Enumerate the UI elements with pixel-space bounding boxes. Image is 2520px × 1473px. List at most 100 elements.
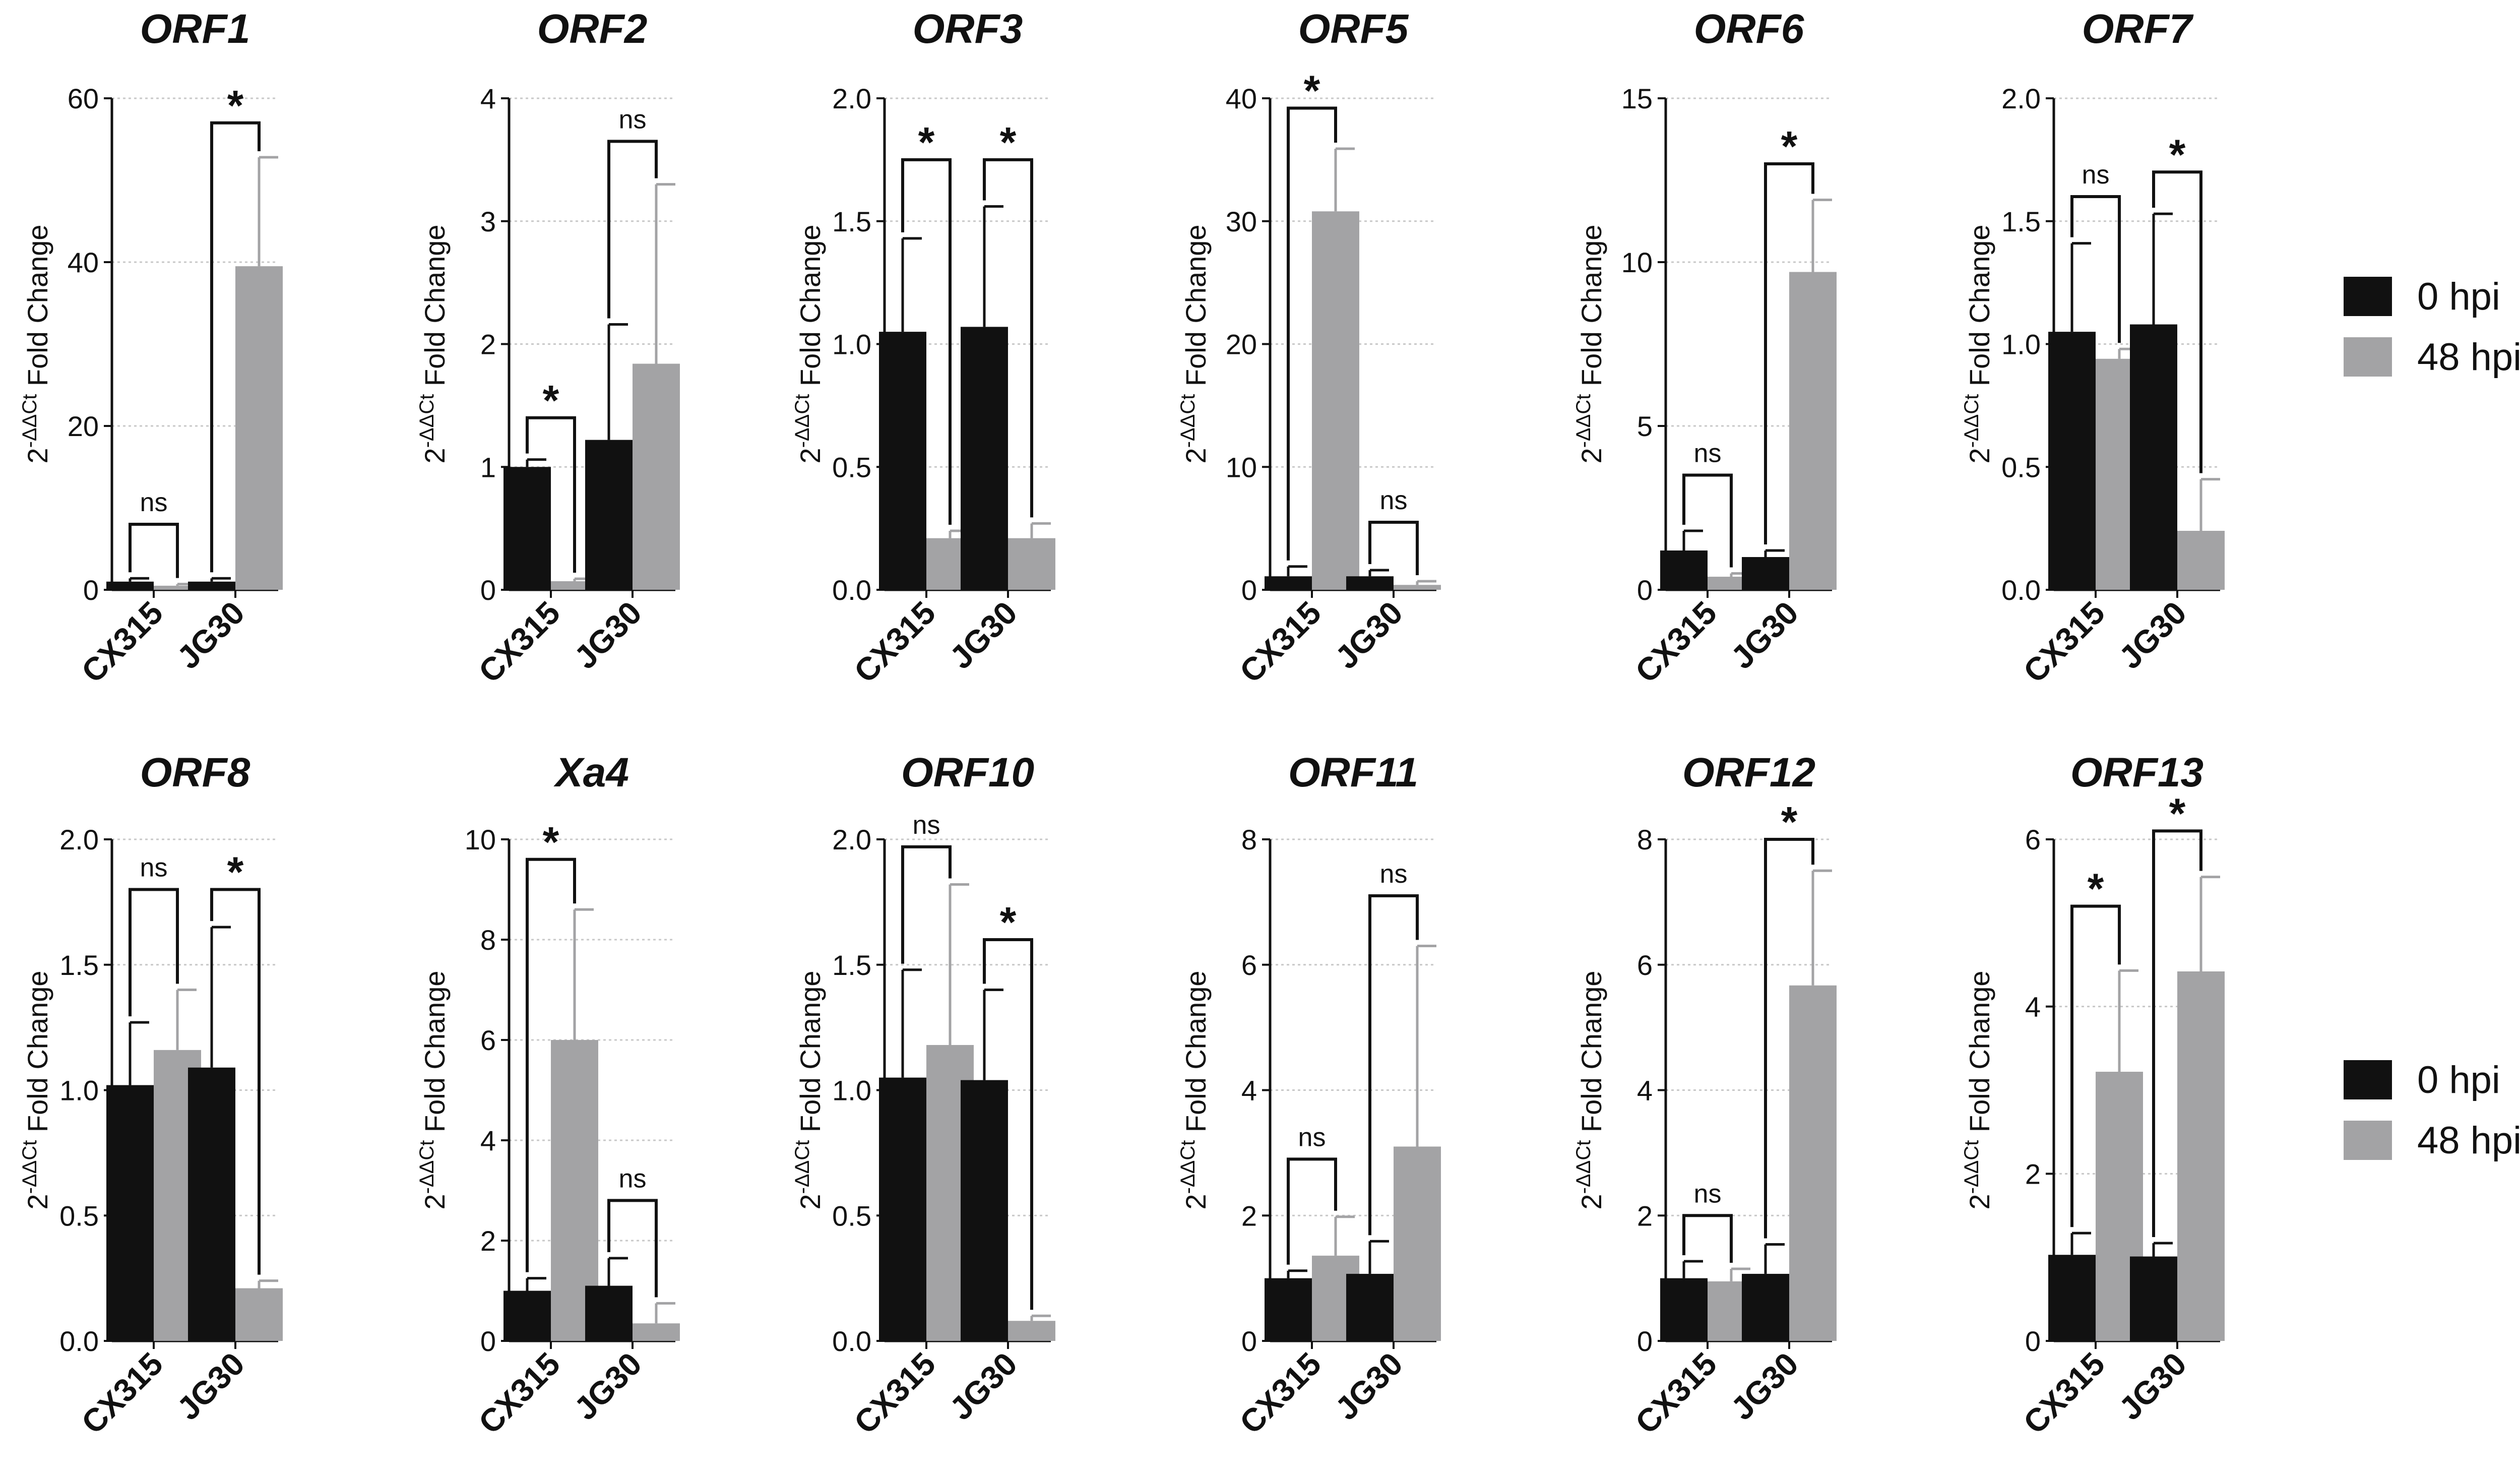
bar-cx315-0hpi: [106, 1085, 154, 1341]
significance-bracket: [1368, 894, 1419, 1236]
significance-label: ns: [913, 811, 940, 840]
bar-cx315-0hpi: [2048, 1255, 2096, 1341]
significance-bracket: [210, 121, 261, 573]
significance-label: *: [2088, 865, 2104, 912]
y-tick-label: 5: [1637, 410, 1653, 442]
significance-label: *: [227, 82, 244, 129]
significance-label: *: [227, 848, 244, 896]
y-axis-label-superscript: -ΔΔCt: [1177, 394, 1199, 448]
y-axis-label: 2-ΔΔCt Fold Change: [1961, 224, 1995, 463]
panel-orf6: ORF6 0 5 10 15 2-ΔΔCt Fold Change ns CX315 * JG30: [1572, 6, 1837, 690]
legend-label-48hpi: 48 hpi: [2417, 1119, 2520, 1162]
y-axis-label-base: 2: [22, 1194, 53, 1209]
significance-label: *: [1000, 898, 1017, 946]
bar-jg30-48hpi: [1789, 272, 1837, 590]
significance-label: ns: [140, 488, 168, 517]
chart-title: ORF7: [2082, 6, 2194, 52]
y-axis-label-superscript: -ΔΔCt: [1961, 394, 1983, 448]
y-tick-label: 1.5: [59, 949, 99, 981]
category-label: CX315: [75, 594, 170, 690]
y-tick-label: 2: [1637, 1200, 1653, 1232]
significance-bracket: [1368, 520, 1419, 575]
y-axis-label: 2-ΔΔCt Fold Change: [416, 970, 451, 1209]
bar-jg30-0hpi: [1346, 1273, 1394, 1341]
y-tick-label: 0.5: [59, 1200, 99, 1232]
chart-title: ORF1: [140, 6, 250, 52]
significance-label: ns: [619, 1164, 647, 1193]
bar-jg30-0hpi: [585, 440, 633, 590]
category-label: JG30: [170, 1345, 251, 1427]
category-label: CX315: [1628, 594, 1724, 690]
y-tick-label: 4: [1241, 1075, 1257, 1107]
category-label: CX315: [2017, 594, 2112, 690]
y-tick-label: 1.0: [2001, 329, 2041, 360]
y-tick-label: 2: [480, 1225, 496, 1257]
significance-label: ns: [140, 853, 168, 883]
bar-cx315-0hpi: [503, 467, 551, 590]
y-tick-label: 0.0: [832, 1325, 871, 1357]
y-axis-label-base: 2: [1576, 448, 1607, 463]
category-label: CX315: [2017, 1345, 2112, 1441]
bar-cx315-0hpi: [1265, 1278, 1312, 1341]
y-axis-label-base: 2: [1964, 1194, 1995, 1209]
y-tick-label: 1.5: [832, 206, 871, 237]
y-axis-label-superscript: -ΔΔCt: [19, 1140, 41, 1194]
y-tick-label: 60: [68, 83, 99, 114]
y-tick-label: 0.5: [2001, 451, 2041, 483]
y-tick-label: 6: [2025, 824, 2041, 855]
legend-swatch-48hpi: [2344, 1121, 2392, 1160]
y-tick-label: 0.0: [59, 1325, 99, 1357]
bar-jg30-0hpi: [1742, 1273, 1789, 1341]
category-label: JG30: [567, 594, 649, 676]
y-axis-label-text: Fold Change: [1180, 224, 1212, 394]
bar-cx315-0hpi: [503, 1291, 551, 1341]
category-label: JG30: [942, 594, 1024, 676]
y-axis-label-superscript: -ΔΔCt: [1572, 1140, 1595, 1194]
significance-bracket: [210, 888, 261, 1275]
y-tick-label: 0: [83, 574, 99, 606]
y-tick-label: 2.0: [832, 824, 871, 855]
significance-bracket: [2152, 170, 2202, 473]
y-tick-label: 1: [480, 451, 496, 483]
category-label: JG30: [2112, 594, 2193, 676]
y-axis-label-text: Fold Change: [22, 224, 53, 394]
y-axis-label-base: 2: [794, 1194, 826, 1209]
y-axis-label: 2-ΔΔCt Fold Change: [1177, 224, 1212, 463]
bar-jg30-0hpi: [188, 581, 235, 590]
y-axis-label-base: 2: [1964, 448, 1995, 463]
bar-jg30-48hpi: [633, 1323, 680, 1341]
bar-jg30-48hpi: [1008, 538, 1055, 590]
significance-label: *: [918, 118, 935, 166]
category-label: JG30: [567, 1345, 649, 1427]
y-axis-label-superscript: -ΔΔCt: [416, 394, 438, 448]
y-tick-label: 1.5: [2001, 206, 2041, 237]
significance-bracket: [1682, 1214, 1733, 1263]
bar-cx315-48hpi: [1312, 211, 1359, 590]
y-axis-label: 2-ΔΔCt Fold Change: [1572, 224, 1607, 463]
significance-bracket: [526, 857, 576, 1272]
y-tick-label: 0: [480, 574, 496, 606]
significance-label: ns: [619, 105, 647, 134]
y-axis-label-base: 2: [419, 448, 451, 463]
y-tick-label: 2: [1241, 1200, 1257, 1232]
y-tick-label: 0: [1637, 574, 1653, 606]
legend-label-0hpi: 0 hpi: [2417, 275, 2500, 318]
category-label: CX315: [847, 594, 942, 690]
y-axis-label-superscript: -ΔΔCt: [1961, 1140, 1983, 1194]
panel-orf1: ORF1 0 20 40 60 2-ΔΔCt Fold Change ns CX315 * JG3…: [19, 6, 283, 690]
bar-jg30-48hpi: [1394, 585, 1441, 590]
category-label: JG30: [170, 594, 251, 676]
y-axis-label: 2-ΔΔCt Fold Change: [1177, 970, 1212, 1209]
bar-jg30-48hpi: [633, 363, 680, 590]
chart-title: ORF10: [901, 750, 1034, 795]
y-tick-label: 40: [68, 247, 99, 278]
y-tick-label: 10: [465, 824, 496, 855]
y-tick-label: 1.5: [832, 949, 871, 981]
panel-orf10: ORF10 0.0 0.5 1.0 1.5 2.0 2-ΔΔCt Fold Change ns…: [791, 750, 1055, 1441]
legend-swatch-0hpi: [2344, 277, 2392, 316]
significance-label: *: [1781, 122, 1798, 170]
significance-bracket: [1682, 473, 1733, 568]
